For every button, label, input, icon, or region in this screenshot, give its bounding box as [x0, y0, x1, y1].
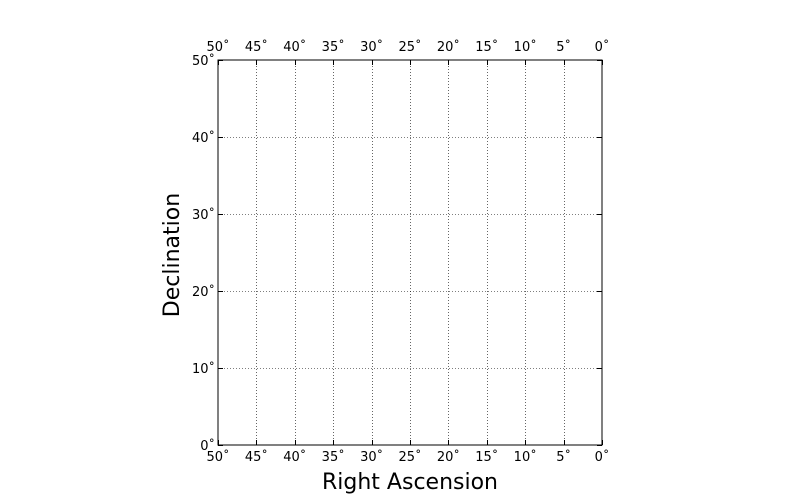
- grid-layer: [218, 60, 602, 445]
- x-tick-label-top: 50˚: [206, 39, 229, 55]
- x-tick-label-top: 15˚: [475, 39, 498, 55]
- x-tick-label-top: 30˚: [360, 39, 383, 55]
- y-tick-label: 40˚: [192, 130, 215, 146]
- y-tick-label: 50˚: [192, 53, 215, 69]
- x-tick-label-bottom: 10˚: [514, 449, 537, 465]
- x-tick-label-bottom: 5˚: [556, 449, 571, 465]
- x-tick-label-bottom: 45˚: [245, 449, 268, 465]
- y-tick-label: 30˚: [192, 207, 215, 223]
- x-tick-label-top: 40˚: [283, 39, 306, 55]
- y-tick-label: 10˚: [192, 361, 215, 377]
- y-tick-label: 20˚: [192, 284, 215, 300]
- x-tick-label-bottom: 40˚: [283, 449, 306, 465]
- tick-layer: 50˚50˚45˚45˚40˚40˚35˚35˚30˚30˚25˚25˚20˚2…: [192, 39, 609, 465]
- x-tick-label-bottom: 20˚: [437, 449, 460, 465]
- x-tick-label-bottom: 30˚: [360, 449, 383, 465]
- x-tick-label-bottom: 15˚: [475, 449, 498, 465]
- x-tick-label-top: 5˚: [556, 39, 571, 55]
- x-tick-label-top: 45˚: [245, 39, 268, 55]
- x-tick-label-top: 25˚: [398, 39, 421, 55]
- x-tick-label-top: 20˚: [437, 39, 460, 55]
- x-tick-label-top: 35˚: [322, 39, 345, 55]
- x-tick-label-bottom: 25˚: [398, 449, 421, 465]
- x-tick-label-top: 10˚: [514, 39, 537, 55]
- x-tick-label-bottom: 0˚: [595, 449, 610, 465]
- x-tick-label-bottom: 50˚: [206, 449, 229, 465]
- y-axis-label: Declination: [160, 193, 185, 317]
- x-tick-label-top: 0˚: [595, 39, 610, 55]
- x-axis-label: Right Ascension: [322, 470, 498, 495]
- y-tick-label: 0˚: [200, 438, 215, 454]
- x-tick-label-bottom: 35˚: [322, 449, 345, 465]
